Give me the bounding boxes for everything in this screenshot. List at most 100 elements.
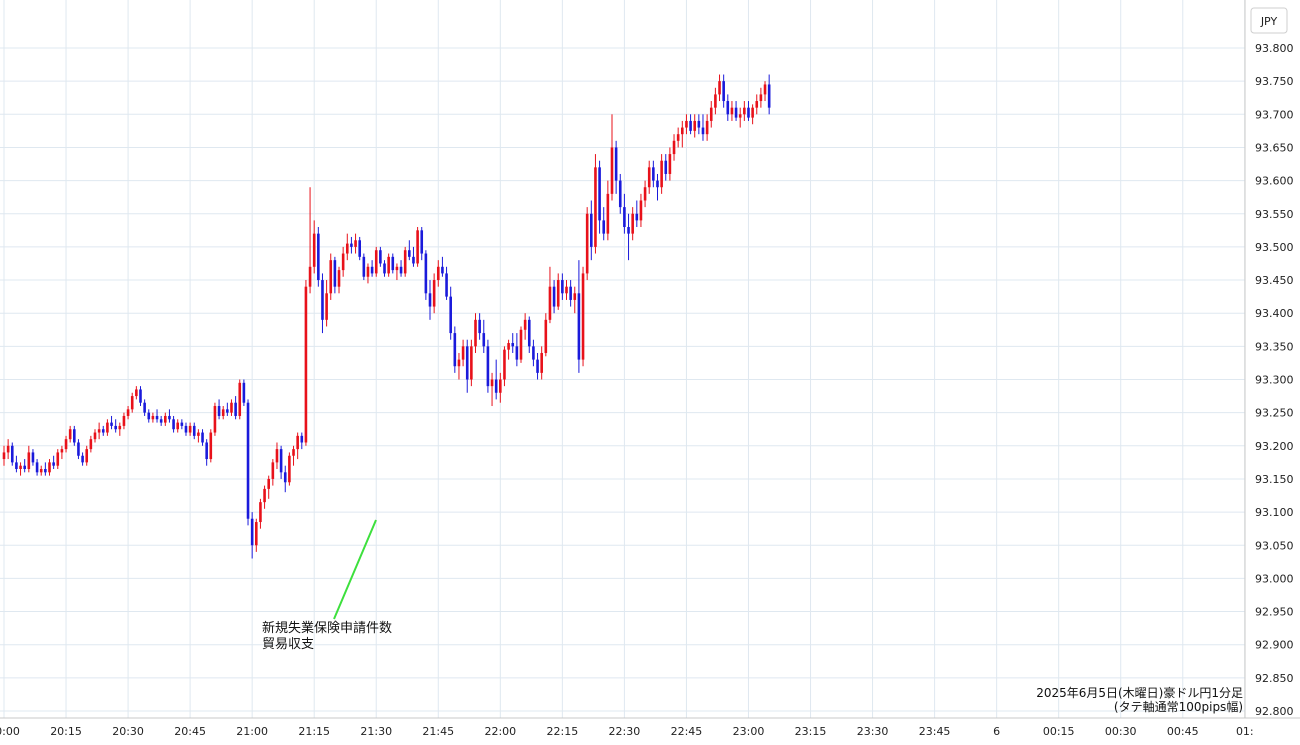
- candle: [598, 160, 601, 234]
- candle: [565, 280, 568, 300]
- candle: [6, 439, 10, 460]
- candle-body: [188, 425, 192, 433]
- candle: [81, 452, 84, 466]
- candle-body: [10, 445, 14, 463]
- candle: [627, 213, 630, 261]
- candle-body: [242, 382, 246, 403]
- candle-body: [441, 266, 444, 274]
- candle: [201, 429, 204, 446]
- candle-body: [110, 422, 113, 426]
- candle-body: [730, 107, 734, 115]
- candle: [60, 445, 64, 460]
- price-tick-label: 93.400: [1255, 307, 1294, 320]
- candle-body: [726, 101, 730, 115]
- candle-body: [263, 488, 266, 503]
- candle: [408, 240, 411, 261]
- candle: [267, 475, 271, 499]
- candle-body: [507, 343, 510, 350]
- candle-body: [296, 435, 299, 450]
- candle: [317, 227, 320, 287]
- time-tick-label: 21:00: [236, 725, 268, 738]
- candle-body: [288, 455, 291, 483]
- candle-body: [358, 240, 361, 257]
- candle-body: [685, 120, 688, 128]
- price-tick-label: 93.000: [1255, 572, 1294, 585]
- candle-body: [197, 432, 200, 436]
- time-tick-label: 23:30: [857, 725, 889, 738]
- candle: [19, 462, 22, 476]
- candle: [192, 422, 196, 440]
- candle: [734, 101, 738, 121]
- time-tick-label: 00:30: [1105, 725, 1137, 738]
- candle-body: [217, 406, 221, 416]
- price-tick-label: 92.900: [1255, 639, 1294, 652]
- candle: [263, 485, 266, 509]
- candle: [126, 406, 130, 420]
- candle-body: [93, 432, 97, 440]
- candle: [288, 452, 291, 486]
- candle: [499, 372, 502, 403]
- candle: [767, 74, 771, 115]
- candle-body: [676, 134, 680, 141]
- candle: [168, 409, 171, 423]
- candle-body: [391, 256, 395, 271]
- candle: [631, 207, 634, 241]
- candle-body: [478, 319, 481, 334]
- candle: [308, 187, 312, 294]
- candle: [73, 425, 76, 446]
- time-tick-label: 21:45: [422, 725, 454, 738]
- candle-body: [122, 415, 126, 426]
- candle-body: [56, 452, 60, 466]
- time-tick-label: 23:00: [733, 725, 765, 738]
- candle-body: [610, 147, 614, 194]
- candle: [445, 266, 448, 300]
- candle-body: [763, 84, 767, 95]
- time-tick-label: 23:45: [919, 725, 951, 738]
- candle-body: [300, 435, 304, 443]
- candle-body: [275, 449, 279, 463]
- candle: [370, 260, 374, 277]
- candle-body: [664, 160, 668, 174]
- candle: [639, 193, 643, 228]
- candle-body: [387, 256, 390, 274]
- candle-body: [130, 396, 134, 410]
- candle-body: [325, 293, 328, 320]
- candle: [490, 372, 494, 407]
- candle-body: [168, 415, 171, 420]
- candle: [209, 429, 213, 463]
- candle: [494, 359, 498, 400]
- time-tick-label: 20:15: [50, 725, 82, 738]
- candle: [705, 114, 709, 141]
- candle: [569, 280, 572, 307]
- candle-body: [366, 266, 370, 277]
- candle-body: [329, 260, 333, 294]
- candle-body: [205, 442, 208, 460]
- candle-body: [354, 240, 357, 247]
- candle: [296, 432, 299, 460]
- candle-body: [201, 432, 204, 443]
- candle-body: [424, 253, 428, 294]
- candle: [403, 246, 407, 277]
- candle-body: [412, 256, 415, 264]
- candle-body: [672, 140, 676, 155]
- candle: [482, 319, 486, 353]
- candle: [511, 333, 515, 353]
- candle: [701, 114, 705, 141]
- currency-badge-label: JPY: [1260, 15, 1278, 28]
- candle: [283, 465, 287, 493]
- price-axis-panel[interactable]: [1245, 0, 1300, 745]
- candle: [345, 233, 349, 261]
- candle-body: [97, 429, 101, 433]
- candle: [151, 412, 155, 423]
- time-tick-label: 21:15: [298, 725, 330, 738]
- candle: [523, 313, 527, 340]
- candle: [387, 253, 390, 277]
- candle-body: [164, 415, 167, 423]
- candle: [259, 498, 262, 529]
- candle-body: [474, 319, 477, 347]
- candle: [503, 346, 506, 387]
- candle: [234, 396, 237, 420]
- candle: [536, 352, 539, 380]
- candle-body: [379, 250, 382, 264]
